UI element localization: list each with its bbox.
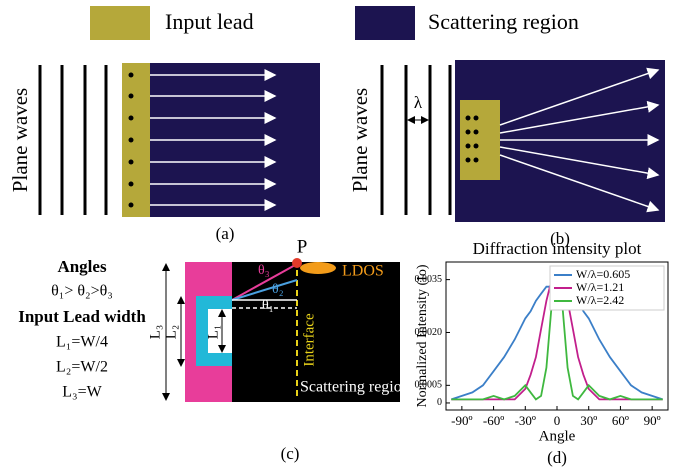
interface-label: Interface	[301, 313, 317, 367]
caption: (a)	[216, 224, 235, 243]
x-tick-label: 60º	[612, 413, 629, 428]
y-tick-label: 0.0035	[415, 274, 443, 285]
ldos-label: LDOS	[342, 263, 384, 280]
length-label: L₂	[163, 325, 179, 339]
region-legend: Scattering region	[428, 9, 579, 34]
plane-waves-label: Plane waves	[8, 88, 32, 192]
lead-legend: Input lead	[165, 9, 254, 34]
x-axis-label: Angle	[539, 428, 576, 444]
region-swatch	[355, 6, 415, 40]
panel-c: Angles Input Lead width θ₁> θ₂>θ₃ L₁=W/4…	[18, 236, 410, 463]
length-label: L₃	[147, 325, 163, 339]
point-label: P	[297, 236, 308, 257]
length-label: L₁	[205, 325, 221, 339]
angle-label: θ₂	[272, 282, 284, 297]
lead-swatch	[90, 6, 150, 40]
width-item: L₃=W	[62, 384, 102, 401]
legend-label: W/λ=2.42	[576, 293, 624, 307]
chart-title: Diffraction intensity plot	[473, 239, 642, 258]
width-title: Input Lead width	[18, 307, 146, 326]
x-tick-label: 90º	[644, 413, 661, 428]
angles-relation: θ₁> θ₂>θ₃	[51, 283, 113, 300]
plane-waves-label: Plane waves	[348, 88, 372, 192]
caption: (b)	[550, 229, 570, 248]
width-item: L₂=W/2	[56, 359, 108, 376]
x-tick-label: -90º	[451, 413, 472, 428]
panel-d: Diffraction intensity plot Normalized In…	[415, 239, 669, 467]
caption: (d)	[547, 448, 567, 467]
angle-label: θ₃	[258, 263, 270, 278]
y-tick-label: 0.0020	[415, 327, 443, 338]
panel-b: Plane waves λ (b)	[348, 60, 665, 248]
x-tick-label: -30º	[515, 413, 536, 428]
panel-a: Plane waves (a)	[8, 63, 320, 243]
x-tick-label: 30º	[580, 413, 597, 428]
y-tick-label: 0.0005	[415, 380, 443, 391]
legend-label: W/λ=1.21	[576, 280, 624, 294]
x-tick-label: -60º	[483, 413, 504, 428]
y-tick-label: 0	[437, 397, 442, 408]
angles-title: Angles	[57, 257, 107, 276]
region-label: Scattering region	[300, 379, 410, 396]
legend-label: W/λ=0.605	[576, 267, 630, 281]
wavelength-label: λ	[414, 93, 423, 112]
y-axis-label: Normalized Intensity (Io)	[415, 264, 430, 407]
x-tick-label: 0	[554, 413, 561, 428]
caption: (c)	[281, 444, 300, 463]
angle-label: θ₁	[262, 298, 274, 313]
width-item: L₁=W/4	[56, 334, 108, 351]
